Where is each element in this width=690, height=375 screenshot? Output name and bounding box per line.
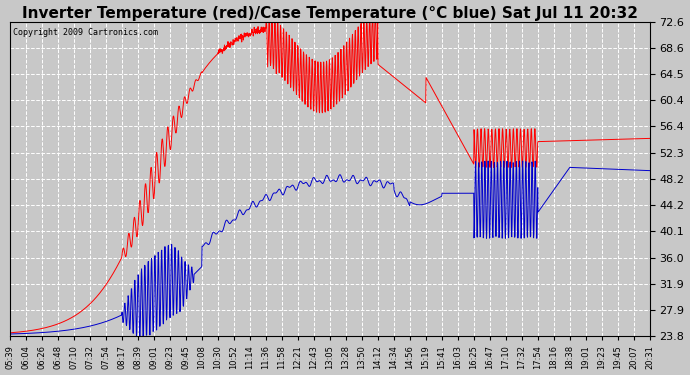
Text: Copyright 2009 Cartronics.com: Copyright 2009 Cartronics.com (13, 28, 158, 37)
Title: Inverter Temperature (red)/Case Temperature (°C blue) Sat Jul 11 20:32: Inverter Temperature (red)/Case Temperat… (22, 6, 638, 21)
